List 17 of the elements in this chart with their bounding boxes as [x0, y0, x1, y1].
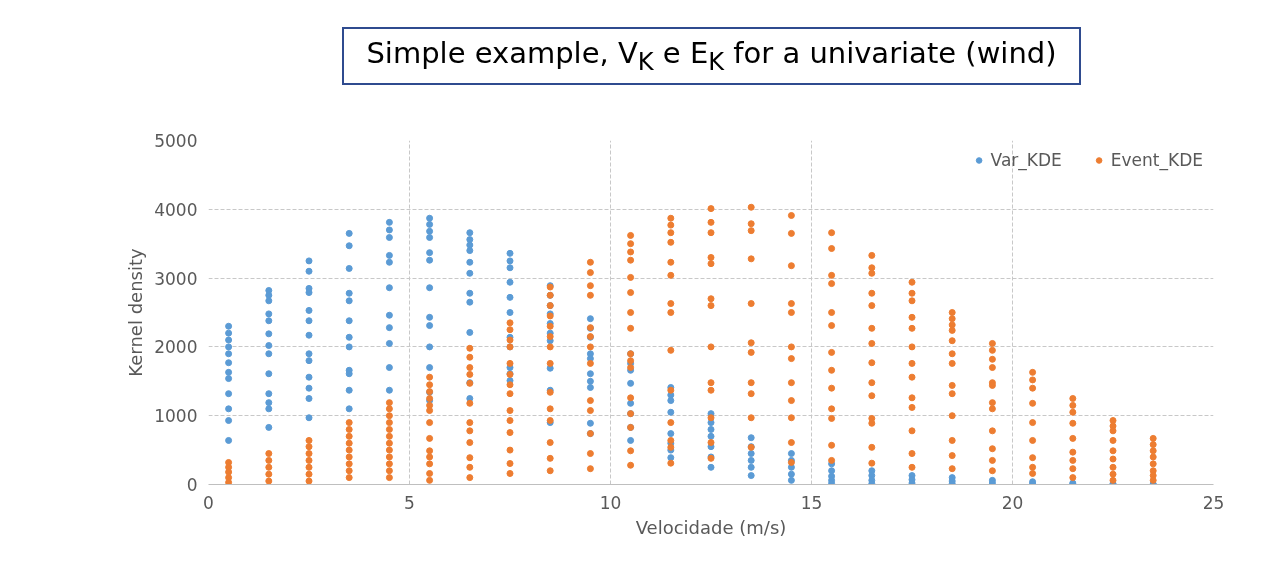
y-tick-label: 5000 — [154, 131, 198, 151]
y-tick-label: 4000 — [154, 199, 198, 220]
x-tick-label: 25 — [1202, 492, 1225, 513]
y-tick-label: 1000 — [154, 406, 198, 427]
legend-label: Event_KDE — [1110, 150, 1203, 170]
y-tick-label: 3000 — [154, 268, 198, 289]
x-tick-label: 15 — [800, 492, 823, 513]
y-axis-title: Kernel density — [125, 248, 147, 377]
x-axis-title: Velocidade (m/s) — [635, 516, 787, 538]
x-tick-label: 5 — [404, 492, 415, 513]
chart-title: Simple example, V$_{K}$ e E$_{K}$ for a univariate (wind) — [342, 27, 1081, 86]
y-tick-label: 2000 — [154, 337, 198, 358]
x-tick-label: 10 — [599, 492, 622, 513]
x-tick-label: 20 — [1001, 492, 1024, 513]
x-tick-label: 0 — [203, 492, 214, 513]
legend-label: Var_KDE — [990, 150, 1062, 170]
y-tick-label: 0 — [186, 475, 198, 495]
